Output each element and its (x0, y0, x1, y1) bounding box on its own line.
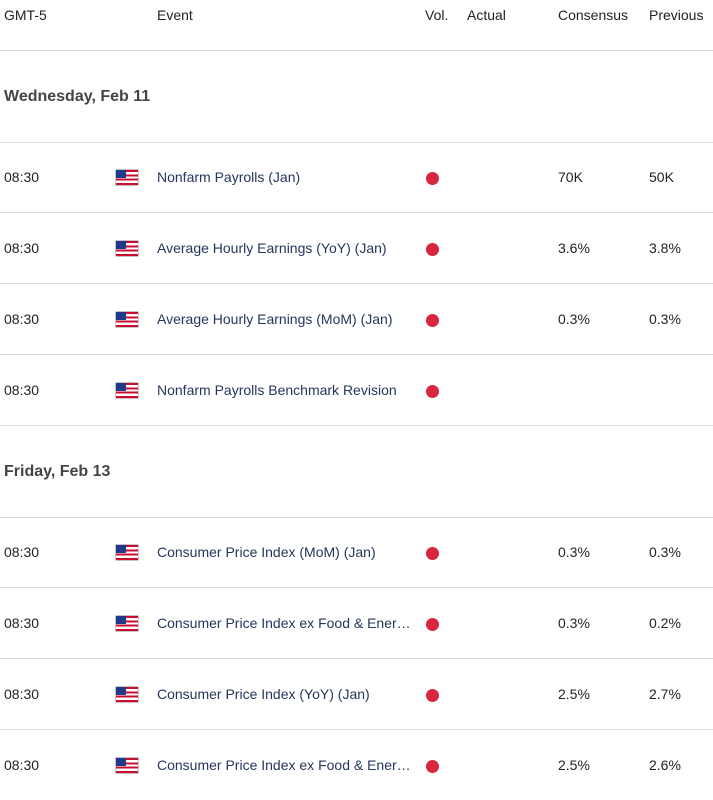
previous-value: 0.3% (649, 311, 681, 327)
previous-value: 50K (649, 169, 674, 185)
high-volatility-icon (426, 314, 439, 327)
consensus-value: 2.5% (558, 757, 590, 773)
previous-value: 2.7% (649, 686, 681, 702)
event-name-link[interactable]: Average Hourly Earnings (MoM) (Jan) (157, 311, 393, 327)
high-volatility-icon (426, 385, 439, 398)
us-flag-icon (116, 312, 138, 327)
us-flag-icon (116, 758, 138, 773)
us-flag-icon (116, 241, 138, 256)
high-volatility-icon (426, 760, 439, 773)
event-name-link[interactable]: Consumer Price Index (YoY) (Jan) (157, 686, 370, 702)
event-row[interactable]: 08:30 Consumer Price Index (YoY) (Jan) 2… (0, 659, 713, 730)
event-row[interactable]: 08:30 Nonfarm Payrolls Benchmark Revisio… (0, 355, 713, 426)
event-time: 08:30 (4, 311, 40, 327)
event-time: 08:30 (4, 169, 40, 185)
previous-value: 0.2% (649, 615, 681, 631)
event-name-link[interactable]: Consumer Price Index ex Food & Ener… (157, 615, 411, 631)
day-label: Friday, Feb 13 (4, 463, 111, 480)
event-time: 08:30 (4, 240, 40, 256)
event-header[interactable]: Event (157, 7, 193, 23)
day-header: Wednesday, Feb 11 (0, 51, 713, 143)
event-name-link[interactable]: Nonfarm Payrolls (Jan) (157, 169, 301, 185)
us-flag-icon (116, 687, 138, 702)
event-row[interactable]: 08:30 Average Hourly Earnings (YoY) (Jan… (0, 213, 713, 284)
event-name-link[interactable]: Nonfarm Payrolls Benchmark Revision (157, 382, 397, 398)
consensus-value: 70K (558, 169, 583, 185)
consensus-header[interactable]: Consensus (558, 7, 629, 23)
event-row[interactable]: 08:30 Consumer Price Index ex Food & Ene… (0, 730, 713, 800)
timezone-header[interactable]: GMT-5 (4, 7, 47, 23)
us-flag-icon (116, 616, 138, 631)
high-volatility-icon (426, 618, 439, 631)
previous-value: 3.8% (649, 240, 681, 256)
previous-value: 2.6% (649, 757, 681, 773)
day-label: Wednesday, Feb 11 (4, 88, 151, 105)
event-row[interactable]: 08:30 Consumer Price Index ex Food & Ene… (0, 588, 713, 659)
previous-header[interactable]: Previous (649, 7, 704, 23)
us-flag-icon (116, 170, 138, 185)
event-time: 08:30 (4, 544, 40, 560)
event-time: 08:30 (4, 382, 40, 398)
consensus-value: 0.3% (558, 311, 590, 327)
previous-value: 0.3% (649, 544, 681, 560)
event-name-link[interactable]: Average Hourly Earnings (YoY) (Jan) (157, 240, 387, 256)
event-time: 08:30 (4, 615, 40, 631)
table-header: GMT-5 Event Vol. Actual Consensus Previo… (0, 0, 713, 51)
event-row[interactable]: 08:30 Consumer Price Index (MoM) (Jan) 0… (0, 517, 713, 588)
event-row[interactable]: 08:30 Average Hourly Earnings (MoM) (Jan… (0, 284, 713, 355)
consensus-value: 0.3% (558, 544, 590, 560)
us-flag-icon (116, 545, 138, 560)
event-name-link[interactable]: Consumer Price Index (MoM) (Jan) (157, 544, 376, 560)
event-row[interactable]: 08:30 Nonfarm Payrolls (Jan) 70K 50K (0, 142, 713, 213)
consensus-value: 3.6% (558, 240, 590, 256)
event-name-link[interactable]: Consumer Price Index ex Food & Ener… (157, 757, 411, 773)
consensus-value: 2.5% (558, 686, 590, 702)
high-volatility-icon (426, 547, 439, 560)
consensus-value: 0.3% (558, 615, 590, 631)
event-time: 08:30 (4, 686, 40, 702)
event-time: 08:30 (4, 757, 40, 773)
us-flag-icon (116, 383, 138, 398)
actual-header[interactable]: Actual (467, 7, 506, 23)
day-header: Friday, Feb 13 (0, 426, 713, 518)
volatility-header[interactable]: Vol. (425, 7, 449, 23)
high-volatility-icon (426, 172, 439, 185)
high-volatility-icon (426, 689, 439, 702)
high-volatility-icon (426, 243, 439, 256)
